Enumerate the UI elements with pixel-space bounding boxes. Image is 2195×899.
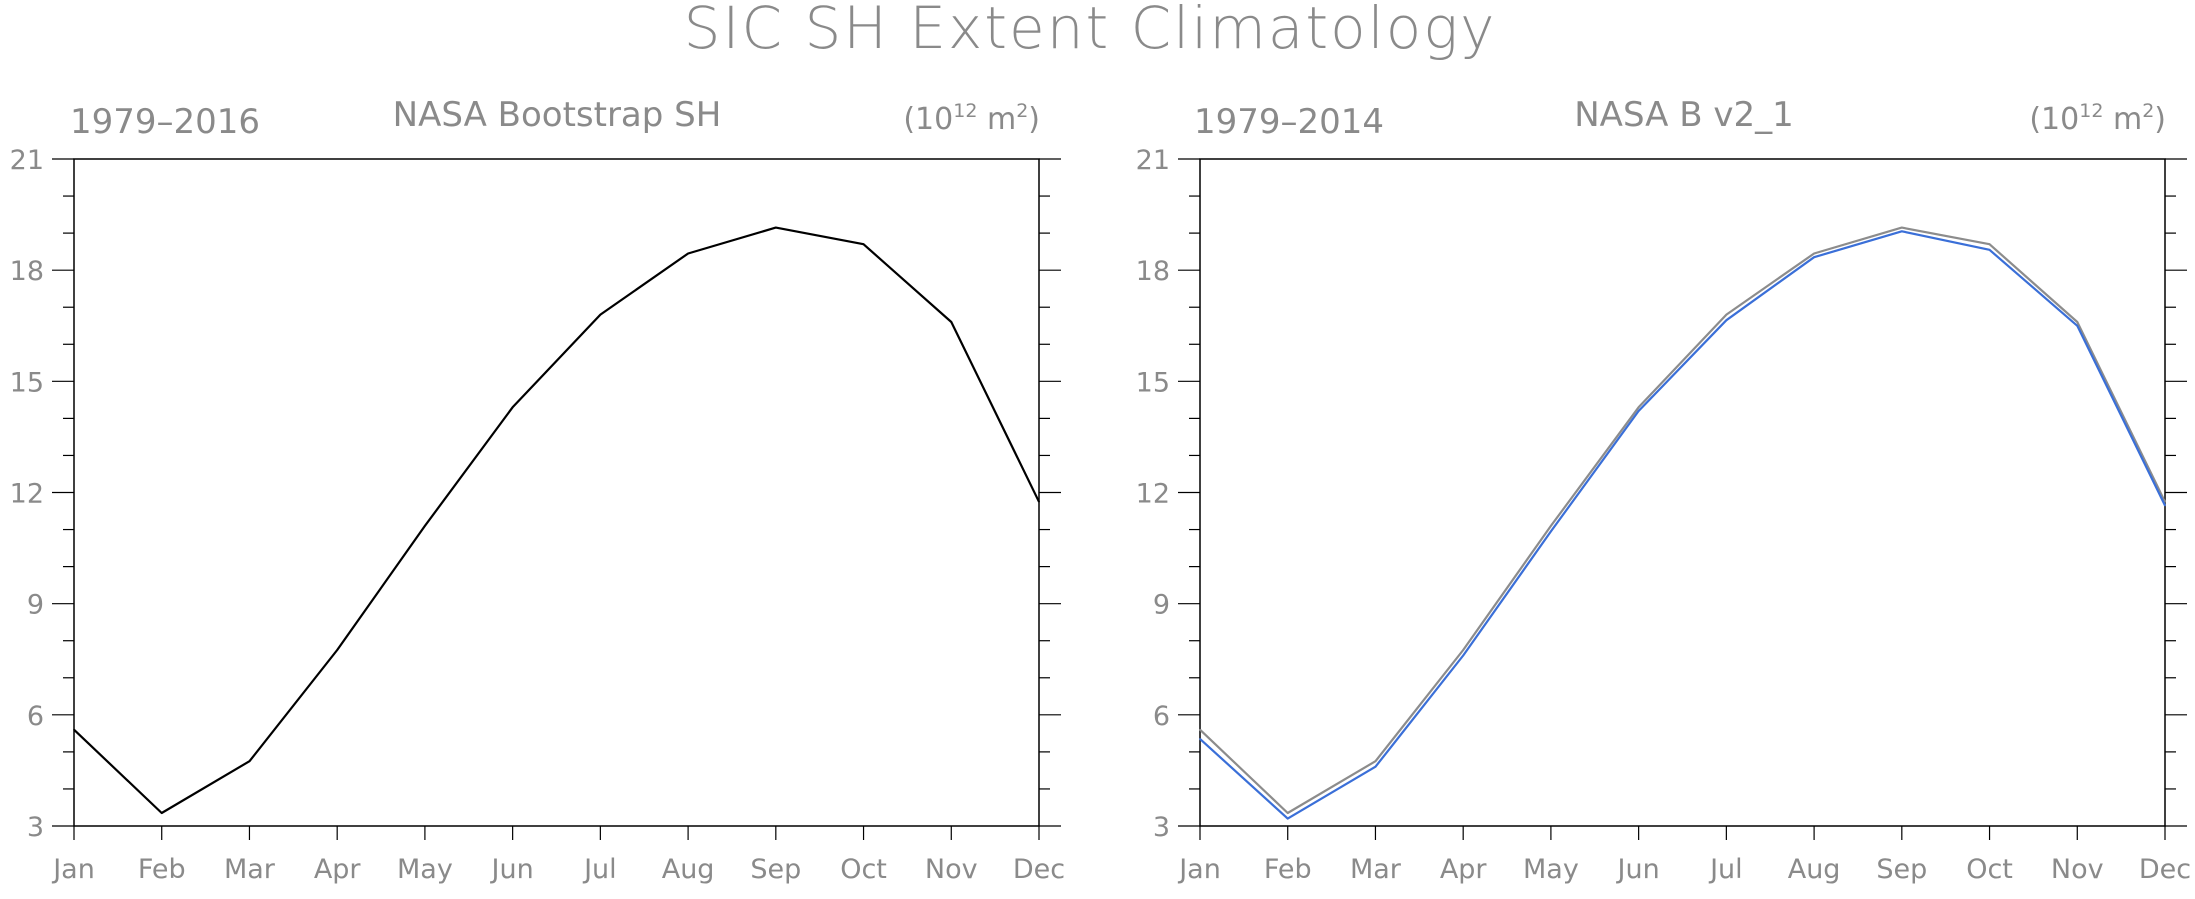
left-panel: 1979–2016 NASA Bootstrap SH (1012 m2) 3 6… [10, 95, 1065, 885]
x-tick-label: Apr [314, 854, 362, 885]
data-point [950, 321, 953, 323]
x-tick-label: Feb [138, 854, 186, 885]
data-point [1901, 226, 1903, 229]
x-tick-label: Aug [1788, 854, 1841, 885]
data-point [1637, 406, 1640, 409]
data-point [1462, 654, 1464, 657]
data-point [2076, 321, 2079, 323]
y-tick-label: 21 [10, 145, 44, 176]
x-tick-label: Feb [1264, 854, 1312, 885]
y-tick-label: 12 [10, 479, 44, 510]
right-series-layer [1199, 226, 2166, 820]
x-tick-label: Dec [2139, 854, 2191, 885]
y-tick-label: 3 [1153, 812, 1170, 843]
right-tick-layer: 3 6 9 12 15 18 21 Jan Feb Mar Apr May Jun Jul Aug Sep Oc… [1136, 145, 2191, 885]
x-tick-label: Mar [1350, 854, 1402, 885]
x-tick-label: Sep [1876, 854, 1927, 885]
data-point [160, 812, 163, 814]
x-tick-label: May [1523, 854, 1579, 885]
y-tick-label: 18 [10, 256, 44, 287]
x-tick-label: Mar [224, 854, 276, 885]
y-tick-label: 3 [27, 812, 44, 843]
x-tick-label: Jun [490, 854, 534, 885]
x-tick-label: Nov [2051, 854, 2104, 885]
y-tick-label: 21 [1136, 145, 1170, 176]
left-panel-year-range: 1979–2016 [70, 102, 260, 142]
data-point [2164, 504, 2166, 507]
data-point [1286, 817, 1289, 820]
data-point [775, 226, 777, 229]
x-tick-label: Oct [1966, 854, 2013, 885]
data-point [1637, 410, 1640, 412]
y-tick-label: 12 [1136, 479, 1170, 510]
data-point [1725, 313, 1728, 316]
data-point [862, 243, 865, 246]
data-point [1462, 649, 1464, 651]
data-point [248, 760, 251, 762]
series-line-1 [73, 226, 1040, 815]
data-point [1286, 812, 1289, 814]
y-tick-label: 15 [1136, 367, 1170, 398]
data-point [511, 406, 514, 409]
left-plot-frame [73, 158, 1040, 827]
data-point [1901, 230, 1903, 233]
data-point [336, 649, 338, 651]
x-tick-label: Aug [662, 854, 715, 885]
right-panel-year-range: 1979–2014 [1194, 102, 1384, 142]
left-panel-units: (1012 m2) [903, 100, 1040, 137]
data-point [1038, 500, 1040, 503]
data-point [1813, 256, 1815, 258]
right-plot-frame [1199, 158, 2166, 827]
right-panel: 1979–2014 NASA B v2_1 (1012 m2) 3 6 9 12 15 1… [1136, 95, 2191, 885]
data-point [1199, 728, 1201, 731]
right-panel-title: NASA B v2_1 [1574, 95, 1794, 135]
x-tick-label: Nov [925, 854, 978, 885]
x-tick-label: Sep [750, 854, 801, 885]
data-point [1988, 243, 1991, 246]
y-tick-label: 9 [27, 590, 44, 621]
left-tick-layer: 3 6 9 12 15 18 21 Jan Feb Mar Apr May Jun Jul Aug Sep Oc… [10, 145, 1065, 885]
y-tick-label: 9 [1153, 590, 1170, 621]
data-point [1813, 252, 1815, 255]
y-tick-label: 6 [27, 701, 44, 732]
data-point [2164, 500, 2166, 503]
y-tick-label: 18 [1136, 256, 1170, 287]
data-point [1725, 319, 1728, 321]
data-point [1374, 765, 1377, 768]
series-line-1 [1199, 226, 2166, 815]
y-tick-label: 6 [1153, 701, 1170, 732]
data-point [1550, 525, 1552, 527]
x-tick-label: Jun [1616, 854, 1660, 885]
data-point [1988, 248, 1991, 251]
x-tick-label: Oct [840, 854, 887, 885]
x-tick-label: Apr [1440, 854, 1488, 885]
x-tick-label: May [397, 854, 453, 885]
x-tick-label: Jul [582, 854, 617, 885]
data-point [599, 313, 602, 316]
figure-title: SIC SH Extent Climatology [684, 0, 1497, 62]
x-tick-label: Jan [51, 854, 95, 885]
series-line-2 [1199, 230, 2166, 820]
left-series-layer [73, 226, 1040, 815]
right-panel-units: (1012 m2) [2029, 100, 2166, 137]
left-panel-title: NASA Bootstrap SH [393, 95, 722, 135]
data-point [73, 728, 75, 731]
x-tick-label: Jan [1177, 854, 1221, 885]
data-point [1374, 760, 1377, 762]
y-tick-label: 15 [10, 367, 44, 398]
x-tick-label: Dec [1013, 854, 1065, 885]
data-point [687, 252, 689, 255]
x-tick-label: Jul [1708, 854, 1743, 885]
data-point [1199, 738, 1201, 740]
data-point [424, 525, 426, 527]
data-point [2076, 324, 2079, 327]
data-point [1550, 530, 1552, 533]
